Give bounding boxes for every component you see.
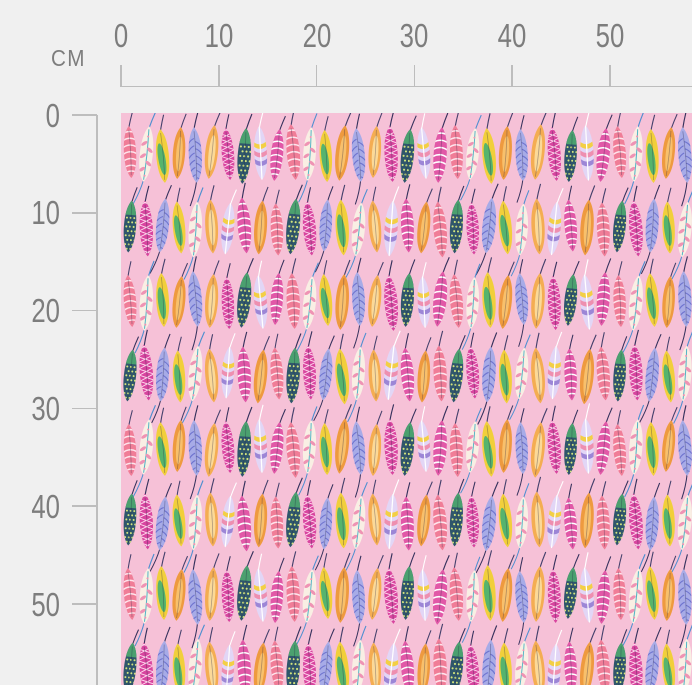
h-ruler-tick: [315, 65, 318, 87]
h-ruler-label: 20: [302, 17, 331, 54]
fabric-swatch: [121, 113, 692, 685]
v-ruler-label: 40: [31, 487, 60, 525]
vertical-ruler-line: [96, 115, 98, 685]
v-ruler-tick: [72, 407, 97, 410]
feather-pattern-svg: [121, 113, 692, 685]
h-ruler-tick: [120, 65, 122, 87]
h-ruler-tick: [609, 65, 611, 87]
v-ruler-tick: [72, 505, 97, 507]
h-ruler-label: 50: [595, 17, 625, 54]
ruler-unit-label: CM: [51, 45, 86, 71]
h-ruler-tick: [413, 65, 416, 87]
horizontal-ruler-line: [121, 85, 692, 87]
v-ruler-label: 0: [45, 96, 60, 134]
v-ruler-label: 30: [31, 389, 60, 427]
h-ruler-label: 40: [497, 17, 527, 54]
h-ruler-tick: [511, 65, 513, 87]
h-ruler-tick: [218, 65, 220, 87]
h-ruler-label: 10: [204, 17, 234, 54]
v-ruler-label: 50: [31, 585, 60, 623]
h-ruler-label: 30: [400, 17, 429, 54]
v-ruler-tick: [72, 309, 97, 312]
v-ruler-tick: [72, 603, 97, 605]
v-ruler-label: 10: [31, 194, 60, 232]
v-ruler-label: 20: [31, 292, 60, 330]
h-ruler-label: 0: [113, 17, 129, 54]
v-ruler-tick: [72, 114, 97, 116]
v-ruler-tick: [72, 212, 97, 214]
